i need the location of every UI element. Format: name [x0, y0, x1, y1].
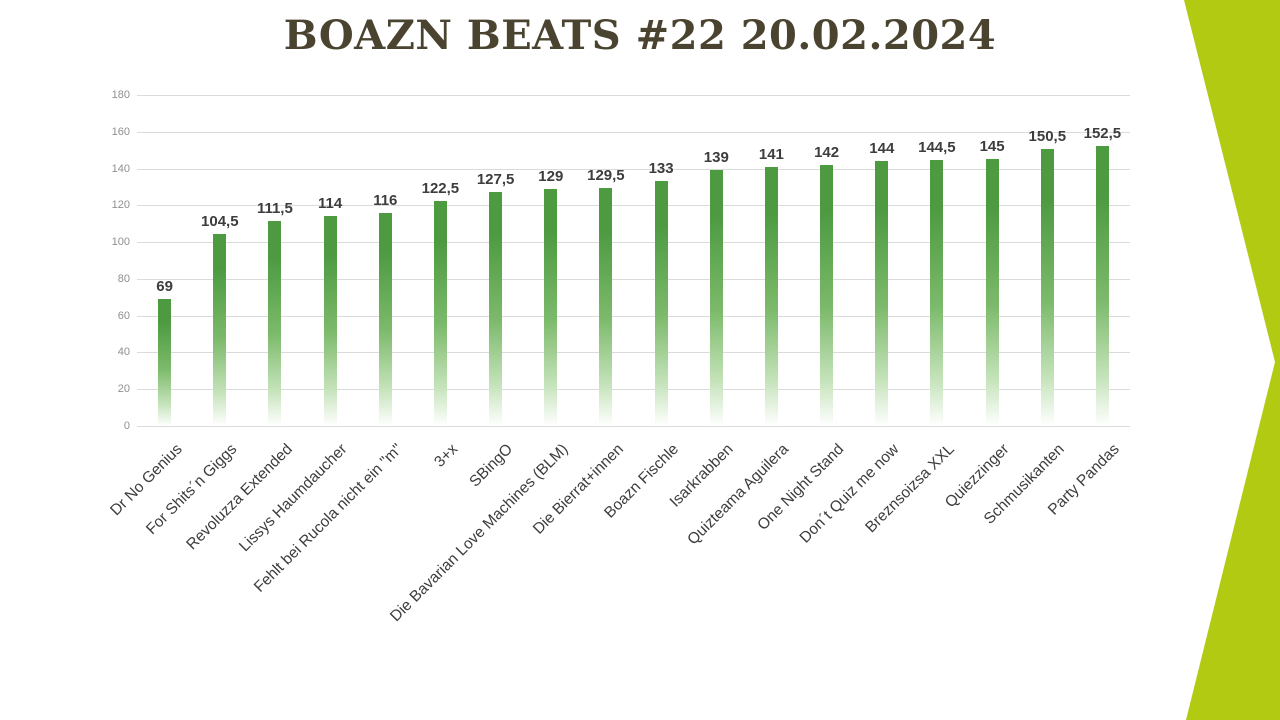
bar [1095, 145, 1109, 426]
gridline [137, 315, 1130, 317]
bar-value-label: 152,5 [1083, 124, 1122, 142]
bar-value-label: 69 [156, 278, 173, 296]
bar-value-label: 144,5 [918, 139, 956, 157]
bar-value-label: 144 [869, 140, 895, 158]
x-axis-category-label: 3+x [431, 440, 462, 471]
bar-value-label: 129 [538, 167, 564, 185]
y-axis-tick-label: 60 [117, 309, 130, 322]
bar [654, 181, 668, 426]
x-axis-category-label: Don´t Quiz me now [796, 440, 903, 547]
bar [875, 161, 889, 426]
bar [158, 299, 172, 426]
y-axis-tick-label: 160 [111, 125, 130, 138]
bar-value-label: 133 [648, 160, 674, 178]
gridline [137, 426, 1130, 427]
bar [323, 216, 337, 426]
bar [985, 159, 999, 426]
bar [599, 187, 613, 426]
bar [764, 166, 778, 426]
y-axis-tick-label: 0 [123, 420, 130, 432]
bar [930, 160, 944, 426]
y-axis-tick-label: 20 [117, 383, 130, 396]
bar-value-label: 139 [703, 149, 729, 167]
bar [433, 200, 447, 426]
bar [820, 164, 834, 426]
y-axis-tick-label: 120 [111, 199, 130, 212]
bar-value-label: 145 [979, 138, 1005, 156]
bar-value-label: 122,5 [421, 179, 460, 197]
bar [709, 170, 723, 426]
bar [544, 188, 558, 426]
y-axis-tick-label: 180 [111, 89, 130, 101]
bar-value-label: 104,5 [201, 212, 239, 230]
bar-value-label: 129,5 [587, 166, 625, 184]
gridline [137, 205, 1130, 207]
x-axis-category-label: Quizteama Aguilera [684, 440, 793, 549]
bar [489, 191, 503, 426]
gridline [137, 389, 1130, 391]
bar-value-label: 141 [758, 145, 784, 163]
gridline [137, 242, 1130, 244]
y-axis-tick-label: 140 [111, 162, 130, 175]
bar [378, 212, 392, 426]
bar [213, 233, 227, 426]
y-axis-tick-label: 40 [117, 346, 130, 359]
bar [1040, 149, 1054, 426]
y-axis-tick-label: 100 [111, 236, 130, 249]
bar-value-label: 111,5 [256, 200, 293, 217]
gridline [137, 168, 1130, 170]
bar-value-label: 142 [814, 143, 840, 161]
gridline [137, 95, 1130, 96]
chart-title: BOAZN BEATS #22 20.02.2024 [283, 12, 997, 59]
y-axis-tick-label: 80 [117, 272, 130, 285]
bar-value-label: 150,5 [1028, 128, 1067, 146]
gridline [137, 352, 1130, 354]
bar-value-label: 114 [317, 195, 343, 213]
gridline [137, 131, 1130, 133]
x-axis-category-label: SBingO [466, 440, 517, 491]
gridline [137, 278, 1130, 280]
bar-value-label: 127,5 [476, 170, 515, 188]
bar [268, 221, 282, 426]
bar-value-label: 116 [373, 191, 398, 209]
